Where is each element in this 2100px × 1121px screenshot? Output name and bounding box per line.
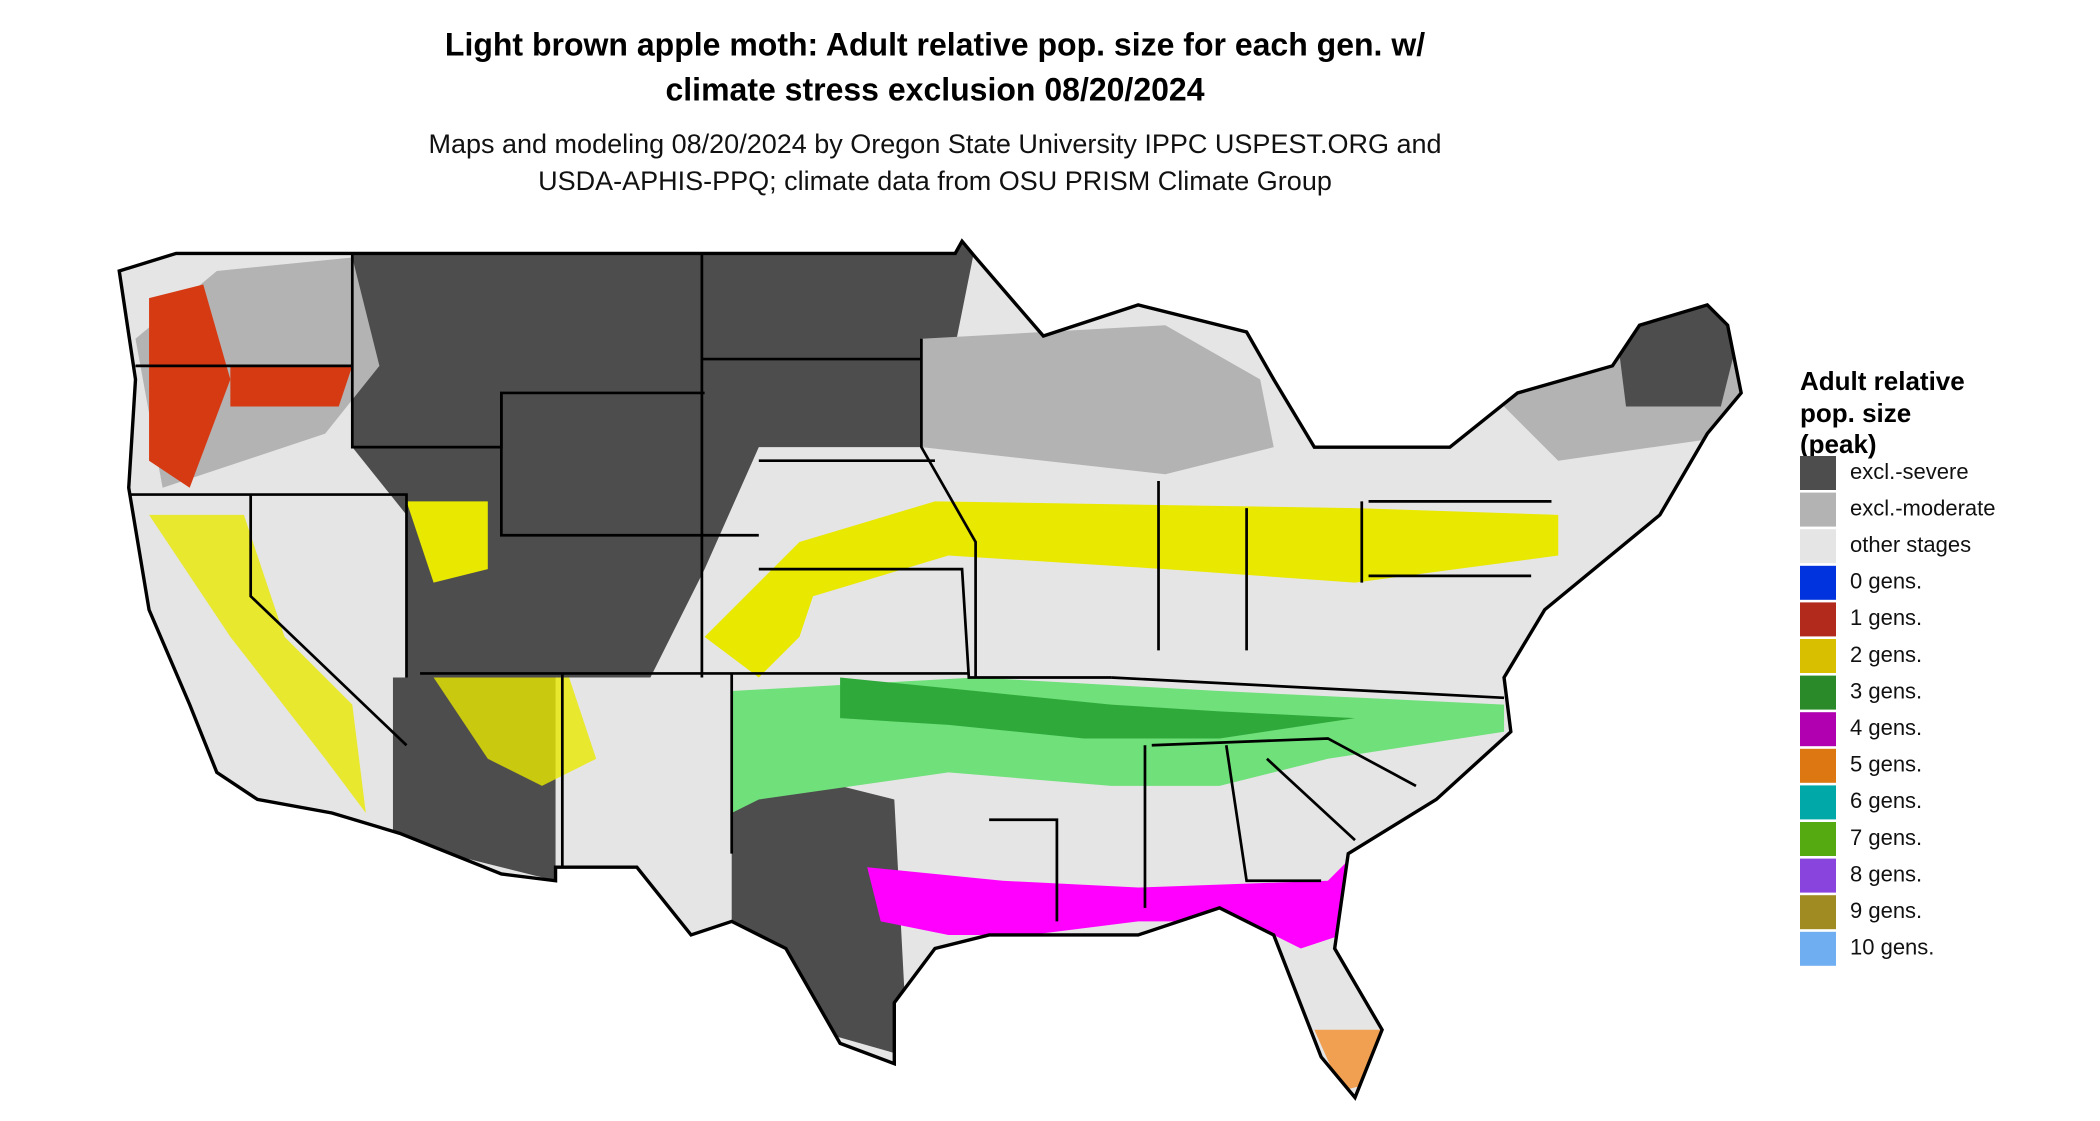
legend-label: 5 gens. [1850,752,1922,777]
legend-label: 6 gens. [1850,788,1922,813]
legend-label: excl.-moderate [1850,495,1996,520]
legend-swatch [1800,785,1836,820]
legend-swatch [1800,748,1836,783]
legend-swatch [1800,895,1836,930]
legend-title-line: pop. size [1800,398,1911,428]
title-line: climate stress exclusion 08/20/2024 [665,71,1204,107]
legend-swatch [1800,529,1836,564]
title-line: Light brown apple moth: Adult relative p… [445,26,1425,62]
subtitle-line: Maps and modeling 08/20/2024 by Oregon S… [428,129,1441,159]
legend: excl.-severe excl.-moderate other stages 0 … [1800,456,1996,966]
legend-label: excl.-severe [1850,459,1969,484]
legend-label: 0 gens. [1850,569,1922,594]
legend-label: 4 gens. [1850,715,1922,740]
legend-label: 10 gens. [1850,935,1934,960]
legend-label: 7 gens. [1850,825,1922,850]
legend-label: 9 gens. [1850,898,1922,923]
legend-swatch [1800,822,1836,856]
legend-swatch [1800,602,1836,637]
legend-label: 8 gens. [1850,861,1922,886]
subtitle-line: USDA-APHIS-PPQ; climate data from OSU PR… [538,166,1332,196]
legend-swatch [1800,712,1836,747]
legend-swatch [1800,675,1836,710]
map [117,238,1743,1101]
legend-swatch [1800,565,1836,600]
legend-label: 1 gens. [1850,605,1922,630]
legend-swatch [1800,931,1836,966]
legend-label: 3 gens. [1850,678,1922,703]
legend-title-line: Adult relative [1800,366,1965,396]
legend-swatch [1800,456,1836,490]
legend-label: other stages [1850,532,1971,557]
legend-swatch [1800,858,1836,893]
legend-label: 2 gens. [1850,642,1922,667]
legend-swatch [1800,492,1836,527]
legend-title-line: (peak) [1800,429,1877,459]
legend-swatch [1800,639,1836,673]
